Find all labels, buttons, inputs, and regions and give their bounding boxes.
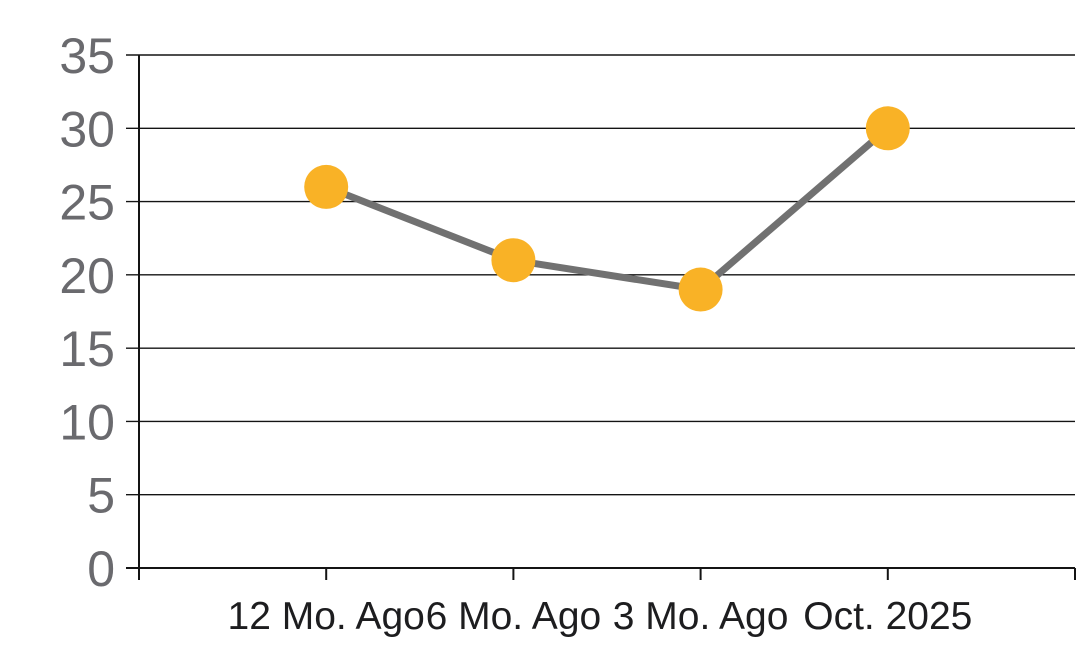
y-tick-label: 15	[59, 321, 115, 377]
y-tick-label: 35	[59, 28, 115, 84]
y-tick-label: 25	[59, 175, 115, 231]
data-point-marker	[304, 164, 349, 209]
y-tick-label: 0	[87, 541, 115, 597]
y-tick-label: 20	[59, 248, 115, 304]
y-tick-label: 5	[87, 468, 115, 524]
x-category-label: Oct. 2025	[803, 595, 972, 638]
y-tick-label: 10	[59, 394, 115, 450]
data-point-marker	[491, 238, 536, 283]
data-point-marker	[678, 267, 723, 312]
series-line	[322, 124, 892, 294]
x-category-label: 3 Mo. Ago	[613, 595, 789, 638]
x-category-label: 6 Mo. Ago	[426, 595, 602, 638]
x-category-label: 12 Mo. Ago	[228, 595, 425, 638]
data-point-marker	[865, 106, 910, 151]
y-tick-label: 30	[59, 101, 115, 157]
